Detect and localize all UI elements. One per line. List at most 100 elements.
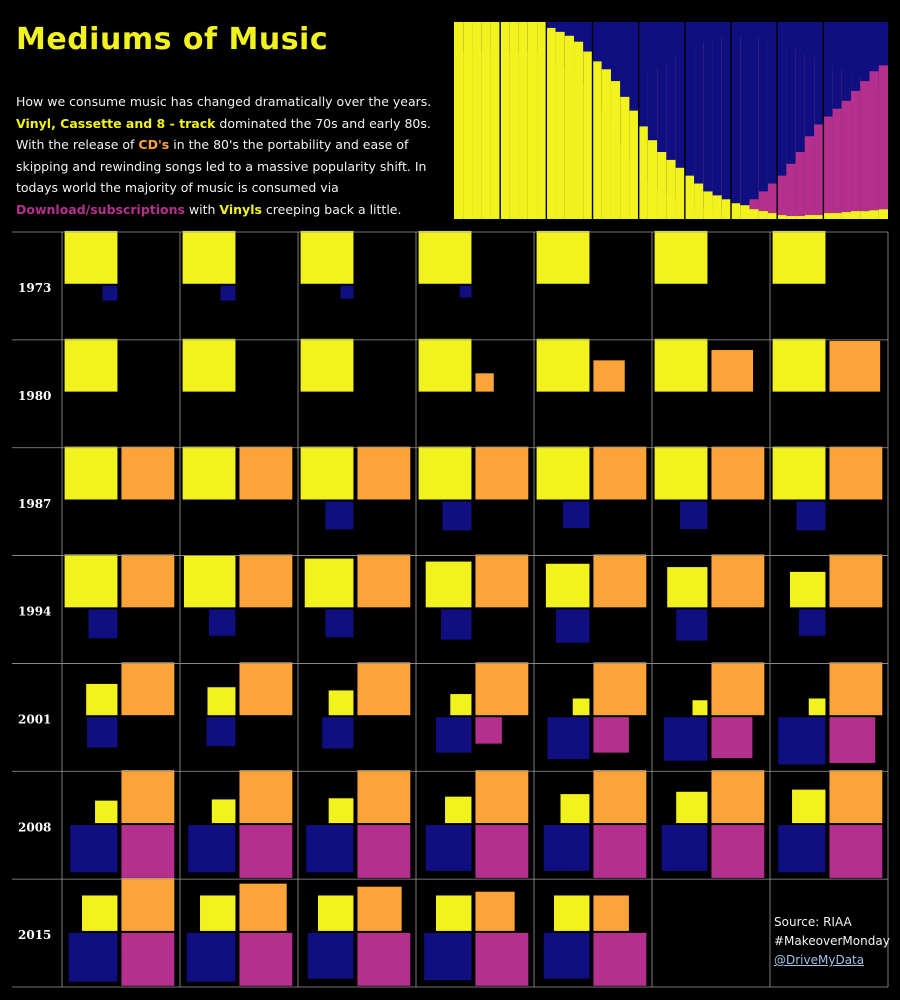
square-cassette-1987-7 — [796, 501, 826, 531]
square-cd-1994-1 — [121, 554, 175, 608]
history-bar-vinyl-1975 — [472, 22, 483, 219]
history-bar-vinyl-2010 — [795, 216, 806, 219]
history-band-top-2005 — [749, 22, 760, 210]
square-cassette-1973-3 — [340, 285, 354, 299]
history-bar-vinyl-1990 — [610, 81, 621, 219]
history-band-top-2007 — [767, 22, 778, 210]
square-cassette-1994-7 — [799, 609, 826, 636]
history-band-top-2010 — [795, 22, 806, 212]
square-cassette-2008-4 — [425, 825, 472, 871]
history-band-top-1990 — [610, 22, 621, 125]
square-vinyl-1987-1 — [64, 446, 118, 500]
square-download-2001-5 — [593, 717, 629, 753]
history-bar-vinyl-1995 — [657, 152, 667, 219]
square-vinyl-1987-2 — [182, 446, 236, 500]
square-cassette-1973-1 — [102, 285, 118, 301]
square-cassette-2008-2 — [188, 825, 236, 873]
square-vinyl-2001-2 — [207, 687, 236, 716]
square-cassette-2001-4 — [436, 717, 472, 753]
square-cassette-1973-4 — [459, 285, 472, 298]
square-vinyl-2008-1 — [95, 800, 118, 824]
history-band-top-1999 — [694, 22, 704, 206]
history-bar-download-2017 — [860, 81, 871, 212]
square-vinyl-1973-3 — [300, 230, 354, 284]
history-band-top-1997 — [675, 22, 686, 200]
square-cd-2001-4 — [475, 662, 529, 716]
author-link[interactable]: @DriveMyData — [774, 953, 865, 967]
history-bar-vinyl-1991 — [620, 96, 631, 219]
history-bar-download-2019 — [878, 65, 888, 210]
square-vinyl-2015-4 — [436, 895, 472, 931]
hashtag-text: #MakeoverMonday — [774, 934, 890, 948]
history-bar-vinyl-1986 — [574, 41, 584, 219]
square-cassette-1994-1 — [88, 609, 118, 639]
square-download-2008-5 — [593, 825, 647, 878]
square-vinyl-1987-6 — [654, 446, 708, 500]
square-vinyl-2008-2 — [211, 799, 236, 824]
history-band-top-2000 — [703, 22, 714, 208]
square-cd-2001-3 — [357, 662, 411, 716]
square-cd-1987-3 — [357, 446, 411, 500]
history-bar-vinyl-1998 — [684, 175, 695, 219]
square-cassette-1987-4 — [442, 501, 472, 531]
row-label-1973: 1973 — [18, 281, 51, 295]
square-cd-1980-7 — [829, 340, 881, 392]
page-title: Mediums of Music — [16, 22, 329, 57]
square-cd-1994-6 — [711, 554, 765, 608]
square-cd-1987-1 — [121, 446, 175, 500]
square-cd-2015-1 — [121, 878, 175, 931]
history-bar-vinyl-2008 — [777, 215, 788, 219]
history-band-top-1998 — [684, 22, 695, 204]
history-bar-vinyl-1993 — [638, 126, 649, 219]
square-download-2001-7 — [829, 717, 876, 763]
history-band-top-1992 — [629, 22, 640, 160]
square-download-2001-4 — [475, 717, 502, 744]
square-cassette-1973-2 — [220, 285, 236, 301]
row-label-2008: 2008 — [18, 820, 51, 834]
history-bar-download-2013 — [823, 116, 834, 214]
history-bar-vinyl-1994 — [647, 140, 658, 219]
history-bar-vinyl-1987 — [583, 51, 594, 219]
history-bar-vinyl-1992 — [629, 110, 640, 219]
square-cassette-2001-6 — [663, 717, 708, 761]
square-vinyl-1987-7 — [772, 446, 826, 500]
history-bar-vinyl-2017 — [860, 211, 871, 219]
history-bar-vinyl-2019 — [878, 209, 888, 219]
history-bar-vinyl-2005 — [749, 209, 760, 219]
square-vinyl-2015-5 — [554, 895, 590, 931]
history-bar-vinyl-1999 — [694, 183, 704, 219]
history-band-top-1993 — [638, 22, 649, 174]
square-cd-1980-5 — [593, 360, 625, 392]
square-cassette-2015-5 — [543, 932, 590, 979]
row-label-2001: 2001 — [18, 713, 51, 727]
history-bar-vinyl-1979 — [509, 22, 520, 219]
history-stacked-chart — [454, 22, 888, 219]
history-bar-download-2012 — [814, 124, 824, 216]
intro-text: How we consume music has changed dramati… — [16, 91, 444, 220]
square-cd-2008-3 — [357, 770, 411, 824]
history-bar-vinyl-2000 — [703, 191, 714, 219]
square-cd-1994-2 — [239, 554, 293, 608]
square-cassette-2008-6 — [661, 825, 708, 871]
square-cd-2015-4 — [475, 891, 515, 931]
history-band-top-1995 — [657, 22, 667, 190]
history-bar-vinyl-2009 — [786, 216, 797, 219]
square-vinyl-1980-3 — [300, 338, 354, 392]
history-bar-download-2018 — [869, 71, 880, 211]
square-cassette-2001-1 — [87, 717, 118, 748]
square-vinyl-1994-3 — [304, 558, 354, 608]
square-cd-1980-4 — [475, 373, 494, 392]
square-download-2008-7 — [829, 825, 883, 878]
square-cassette-2008-3 — [306, 825, 354, 873]
square-cd-1987-5 — [593, 446, 647, 500]
history-band-top-1994 — [647, 22, 658, 182]
row-label-1980: 1980 — [18, 389, 51, 403]
history-bar-vinyl-1974 — [463, 22, 474, 219]
square-cd-2015-3 — [357, 886, 402, 931]
history-bar-vinyl-2004 — [740, 205, 751, 219]
history-bar-download-2008 — [777, 175, 788, 216]
square-cd-2008-4 — [475, 770, 529, 824]
history-bar-vinyl-1980 — [518, 22, 529, 219]
square-cd-2001-6 — [711, 662, 765, 716]
history-band-top-2004 — [740, 22, 751, 210]
